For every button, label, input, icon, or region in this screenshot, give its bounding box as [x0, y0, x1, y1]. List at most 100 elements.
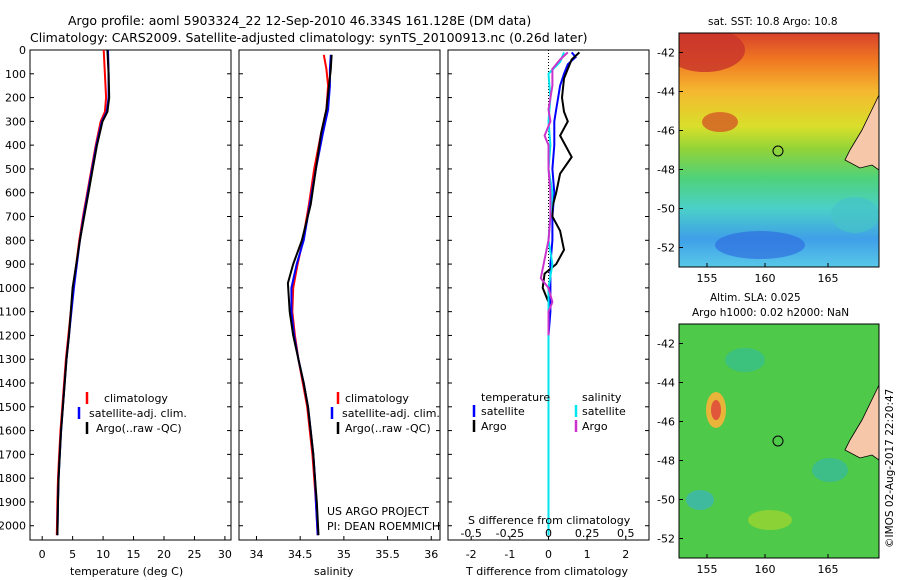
temperature-x-label: temperature (deg C): [70, 565, 183, 578]
s-diff-tick-label: 0.25: [575, 527, 600, 540]
map-lon-label: 165: [818, 563, 839, 576]
series-line-satellite-adj-clim-: [56, 49, 110, 536]
legend-header-temperature: temperature: [481, 391, 550, 404]
sst-cool-patch: [715, 231, 805, 259]
temperature-series: [55, 49, 111, 536]
legend-label-climatology: climatology: [104, 392, 168, 405]
depth-tick-label: 1900: [0, 496, 26, 509]
x-tick-label: 30: [218, 548, 232, 561]
figure-title-line2: Climatology: CARS2009. Satellite-adjuste…: [30, 30, 587, 45]
x-tick-label: 35.5: [375, 548, 400, 561]
map-lat-label: -44: [657, 86, 675, 99]
map-lat-label: -46: [657, 125, 675, 138]
temperature-panel-frame: [29, 49, 232, 541]
legend-label-argo: Argo(..raw -QC): [345, 422, 431, 435]
legend-label-s-argo: Argo: [582, 420, 608, 433]
depth-tick-label: 200: [5, 92, 26, 105]
depth-tick-label: 1300: [0, 353, 26, 366]
imos-watermark: ©IMOS 02-Aug-2017 22:20:47: [884, 389, 896, 548]
temperature-legend: climatology satellite-adj. clim. Argo(..…: [77, 392, 187, 435]
series-line-argo-raw-qc-: [56, 49, 111, 536]
series-line-climatology: [55, 49, 108, 536]
x-tick-label: 35: [337, 548, 351, 561]
legend-label-t-satellite: satellite: [481, 405, 525, 418]
difference-x-tick-labels: -2 -1 0 1 2: [466, 536, 629, 561]
sla-y-tick-labels: -42 -44 -46 -48 -50 -52: [657, 338, 683, 546]
depth-tick-label: 1400: [0, 377, 26, 390]
depth-tick-label: 1000: [0, 282, 26, 295]
project-credit: US ARGO PROJECT: [327, 505, 429, 518]
map-lon-label: 160: [755, 563, 776, 576]
t-difference-x-label: T difference from climatology: [465, 565, 628, 578]
temperature-x-tick-labels: 0 5 10 15 20 25 30: [39, 536, 232, 561]
pi-credit: PI: DEAN ROEMMICH: [327, 520, 440, 533]
x-tick-label: 20: [157, 548, 171, 561]
series-line-satellite-adj-clim-: [290, 54, 332, 536]
x-tick-label: 10: [96, 548, 110, 561]
series-line-satellite: [547, 51, 577, 536]
x-tick-label: -1: [504, 548, 515, 561]
legend-label-t-argo: Argo: [481, 420, 507, 433]
sla-map: [679, 324, 879, 558]
map-lon-label: 155: [697, 272, 718, 285]
s-diff-tick-label: -0.5: [460, 527, 481, 540]
x-tick-label: 0: [39, 548, 46, 561]
depth-tick-label: 400: [5, 139, 26, 152]
sla-map-title-line2: Argo h1000: 0.02 h2000: NaN: [692, 307, 849, 319]
depth-tick-label: 1600: [0, 425, 26, 438]
map-lat-label: -42: [657, 47, 675, 60]
legend-label-satellite: satellite-adj. clim.: [89, 407, 187, 420]
sst-map-frame: [678, 32, 880, 268]
sla-high-patch: [711, 400, 721, 420]
sst-map-title: sat. SST: 10.8 Argo: 10.8: [708, 16, 838, 28]
depth-tick-label: 600: [5, 187, 26, 200]
sst-map: [679, 33, 879, 267]
s-diff-tick-label: 0.5: [617, 527, 635, 540]
depth-tick-label: 2000: [0, 520, 26, 533]
x-tick-label: 25: [187, 548, 201, 561]
legend-label-s-satellite: satellite: [582, 405, 626, 418]
x-tick-label: 0: [545, 548, 552, 561]
depth-tick-label: 800: [5, 234, 26, 247]
s-diff-tick-label: 0: [545, 527, 552, 540]
difference-legend: temperature satellite Argo salinity sate…: [472, 391, 626, 433]
depth-tick-label: 0: [19, 44, 26, 57]
depth-tick-label: 500: [5, 163, 26, 176]
x-tick-label: 34.5: [288, 548, 313, 561]
sst-y-tick-labels: -42 -44 -46 -48 -50 -52: [657, 47, 683, 255]
legend-label-argo: Argo(..raw -QC): [96, 422, 182, 435]
sst-warm-patch: [679, 33, 745, 72]
salinity-series: [286, 54, 333, 536]
sst-warm-patch: [702, 112, 738, 132]
land-new-zealand: [844, 94, 879, 171]
depth-tick-label: 1500: [0, 401, 26, 414]
depth-tick-label: 900: [5, 258, 26, 271]
s-diff-tick-label: -0.25: [496, 527, 524, 540]
salinity-x-tick-labels: 34 34.5 35 35.5 36: [249, 536, 438, 561]
x-tick-label: -2: [466, 548, 477, 561]
depth-tick-labels: 0 100 200 300 400 500 600 700 800 900 1000 1100 1200…: [0, 44, 26, 533]
depth-tick-label: 1700: [0, 448, 26, 461]
salinity-panel-frame: [238, 49, 441, 541]
x-tick-label: 36: [424, 548, 438, 561]
sla-map-title-line1: Altim. SLA: 0.025: [710, 292, 801, 304]
sst-cool-patch: [831, 197, 879, 233]
map-lon-label: 160: [755, 272, 776, 285]
salinity-legend: climatology satellite-adj. clim. Argo(..…: [330, 392, 440, 435]
depth-tick-label: 1100: [0, 306, 26, 319]
s-difference-x-tick-labels: -0.5 -0.25 0 0.25 0.5: [460, 527, 634, 540]
map-lon-label: 155: [697, 563, 718, 576]
salinity-x-label: salinity: [314, 565, 354, 578]
panel-ticks: [30, 49, 649, 527]
sla-high-patch: [748, 510, 792, 530]
land-new-zealand: [844, 384, 879, 461]
s-difference-x-label: S difference from climatology: [468, 514, 631, 527]
map-lat-label: -52: [657, 533, 675, 546]
x-tick-label: 2: [622, 548, 629, 561]
legend-label-satellite: satellite-adj. clim.: [342, 407, 440, 420]
depth-tick-label: 700: [5, 211, 26, 224]
map-lat-label: -46: [657, 416, 675, 429]
map-lat-label: -44: [657, 377, 675, 390]
map-lat-label: -42: [657, 338, 675, 351]
argo-position-marker: [772, 145, 784, 157]
